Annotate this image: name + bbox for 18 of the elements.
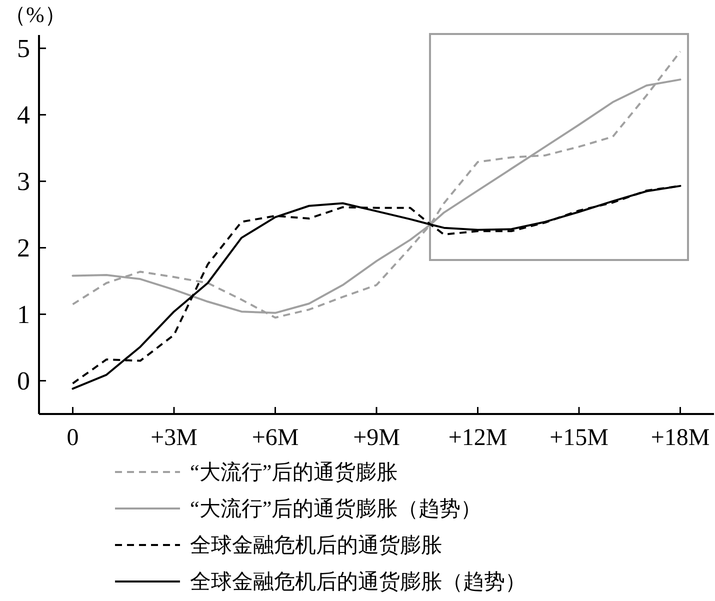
legend-label: 全球金融危机后的通货膨胀 <box>190 533 442 557</box>
y-tick-label: 5 <box>17 34 30 63</box>
x-tick-label: +6M <box>252 425 299 451</box>
y-tick-label: 0 <box>17 366 30 396</box>
y-axis-title: （%） <box>4 2 66 27</box>
legend-label: “大流行”后的通货膨胀（趋势） <box>190 496 482 520</box>
legend-label: 全球金融危机后的通货膨胀（趋势） <box>190 570 526 594</box>
y-tick-label: 2 <box>17 233 30 262</box>
y-tick-label: 3 <box>17 166 30 196</box>
x-tick-label: +15M <box>550 425 608 451</box>
y-tick-label: 1 <box>17 300 30 329</box>
y-tick-label: 4 <box>17 100 30 130</box>
x-tick-label: +12M <box>448 425 508 451</box>
x-tick-label: +3M <box>150 425 198 451</box>
legend-label: “大流行”后的通货膨胀 <box>190 460 398 484</box>
x-tick-label: +18M <box>650 425 710 451</box>
x-tick-label: 0 <box>66 425 79 451</box>
x-tick-label: +9M <box>353 425 400 451</box>
